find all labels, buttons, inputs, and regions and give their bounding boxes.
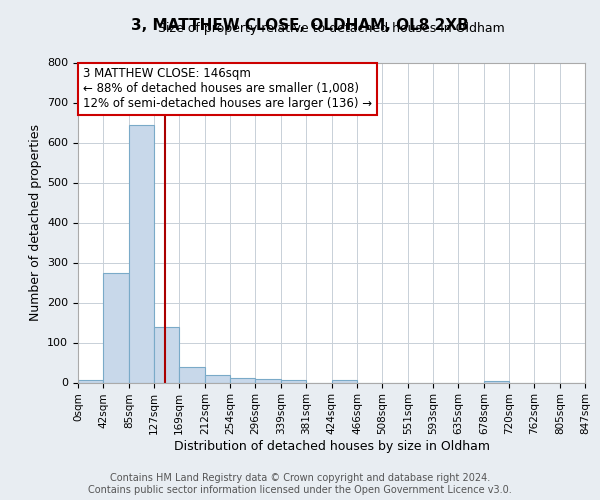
Bar [230,378,255,382]
Text: 3 MATTHEW CLOSE: 146sqm
← 88% of detached houses are smaller (1,008)
12% of semi: 3 MATTHEW CLOSE: 146sqm ← 88% of detache… [83,68,372,110]
Title: Size of property relative to detached houses in Oldham: Size of property relative to detached ho… [158,22,505,35]
Text: Contains HM Land Registry data © Crown copyright and database right 2024.
Contai: Contains HM Land Registry data © Crown c… [88,474,512,495]
Bar [255,380,281,382]
Bar [332,380,357,382]
Text: 3, MATTHEW CLOSE, OLDHAM, OL8 2XB: 3, MATTHEW CLOSE, OLDHAM, OL8 2XB [131,18,469,32]
Bar [154,326,179,382]
Bar [484,380,509,382]
Bar [281,380,306,382]
Y-axis label: Number of detached properties: Number of detached properties [29,124,41,321]
Bar [103,272,129,382]
X-axis label: Distribution of detached houses by size in Oldham: Distribution of detached houses by size … [173,440,490,453]
Bar [78,380,103,382]
Bar [179,368,205,382]
Bar [205,374,230,382]
Bar [129,126,154,382]
